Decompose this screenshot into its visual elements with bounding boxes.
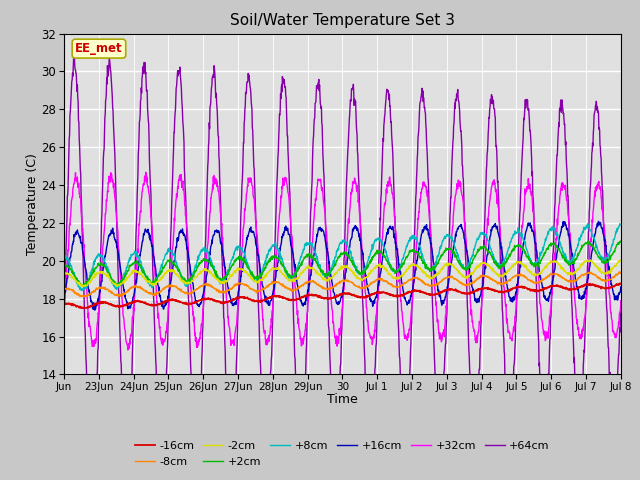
- +16cm: [308, 260, 316, 265]
- +2cm: [308, 253, 316, 259]
- +16cm: [104, 240, 111, 245]
- -8cm: [318, 284, 326, 289]
- +32cm: [142, 169, 150, 175]
- -2cm: [79, 284, 87, 289]
- +32cm: [297, 338, 305, 344]
- -2cm: [297, 271, 305, 276]
- Line: -16cm: -16cm: [64, 284, 621, 308]
- +64cm: [89, 456, 97, 462]
- +16cm: [617, 284, 625, 290]
- +32cm: [60, 302, 68, 308]
- Y-axis label: Temperature (C): Temperature (C): [26, 153, 38, 255]
- -16cm: [80, 305, 88, 311]
- +64cm: [308, 158, 316, 164]
- +8cm: [60, 252, 68, 258]
- +2cm: [617, 238, 625, 244]
- +2cm: [585, 238, 593, 244]
- +2cm: [60, 262, 68, 268]
- -16cm: [617, 281, 625, 287]
- -8cm: [60, 287, 68, 292]
- +8cm: [126, 257, 134, 263]
- -2cm: [126, 272, 134, 278]
- Legend: -16cm, -8cm, -2cm, +2cm, +8cm, +16cm, +32cm, +64cm: -16cm, -8cm, -2cm, +2cm, +8cm, +16cm, +3…: [131, 437, 554, 471]
- -2cm: [318, 276, 326, 281]
- -8cm: [104, 286, 111, 292]
- +64cm: [319, 139, 326, 145]
- +2cm: [126, 263, 134, 269]
- Text: EE_met: EE_met: [75, 42, 123, 55]
- +32cm: [126, 341, 134, 347]
- +64cm: [127, 406, 134, 411]
- +8cm: [297, 254, 305, 260]
- +16cm: [60, 295, 68, 301]
- -2cm: [60, 269, 68, 275]
- -8cm: [82, 294, 90, 300]
- Line: +16cm: +16cm: [64, 221, 621, 310]
- -16cm: [378, 289, 385, 295]
- +64cm: [378, 178, 385, 184]
- +8cm: [378, 238, 385, 244]
- -2cm: [584, 257, 591, 263]
- -16cm: [297, 295, 305, 301]
- -8cm: [297, 283, 305, 288]
- Line: -2cm: -2cm: [64, 260, 621, 287]
- -8cm: [617, 269, 625, 275]
- +2cm: [378, 250, 385, 256]
- +32cm: [103, 194, 111, 200]
- +8cm: [616, 221, 623, 227]
- +32cm: [617, 298, 625, 303]
- Line: +2cm: +2cm: [64, 241, 621, 287]
- -16cm: [318, 294, 326, 300]
- +16cm: [297, 298, 305, 304]
- +32cm: [378, 243, 385, 249]
- +2cm: [79, 284, 87, 289]
- -16cm: [616, 281, 623, 287]
- -2cm: [617, 258, 625, 264]
- -8cm: [308, 279, 316, 285]
- +8cm: [308, 240, 316, 246]
- Line: +8cm: +8cm: [64, 224, 621, 290]
- -8cm: [378, 277, 385, 283]
- -16cm: [308, 293, 316, 299]
- +64cm: [60, 312, 68, 318]
- -2cm: [378, 263, 385, 268]
- +16cm: [378, 267, 385, 273]
- X-axis label: Time: Time: [327, 394, 358, 407]
- +2cm: [104, 269, 111, 275]
- -16cm: [104, 300, 111, 306]
- -16cm: [126, 300, 134, 306]
- +8cm: [79, 288, 86, 293]
- +8cm: [617, 222, 625, 228]
- +64cm: [617, 302, 625, 308]
- +64cm: [297, 434, 305, 440]
- Title: Soil/Water Temperature Set 3: Soil/Water Temperature Set 3: [230, 13, 455, 28]
- +2cm: [297, 262, 305, 268]
- +32cm: [124, 347, 132, 353]
- +32cm: [308, 240, 316, 246]
- +32cm: [319, 189, 326, 195]
- +64cm: [70, 54, 77, 60]
- Line: -8cm: -8cm: [64, 272, 621, 297]
- Line: +64cm: +64cm: [64, 57, 621, 459]
- +2cm: [318, 268, 326, 274]
- -8cm: [616, 269, 623, 275]
- +8cm: [104, 264, 111, 269]
- -2cm: [104, 274, 111, 279]
- -16cm: [60, 301, 68, 307]
- +16cm: [595, 218, 602, 224]
- -2cm: [308, 266, 316, 272]
- Line: +32cm: +32cm: [64, 172, 621, 350]
- -8cm: [126, 285, 134, 291]
- +64cm: [104, 73, 111, 79]
- +8cm: [318, 271, 326, 276]
- +16cm: [126, 303, 134, 309]
- +16cm: [91, 307, 99, 313]
- +16cm: [318, 227, 326, 233]
